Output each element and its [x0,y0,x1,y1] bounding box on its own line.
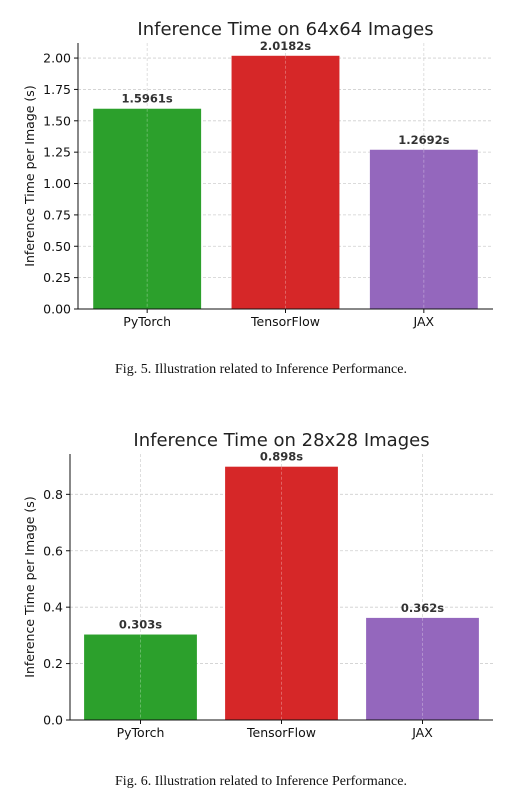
y-tick-label: 1.25 [43,145,71,160]
figure-caption: Fig. 6. Illustration related to Inferenc… [115,774,407,789]
data-label: 0.898s [260,450,303,464]
y-axis-label: Inference Time per Image (s) [22,85,37,266]
y-axis-label: Inference Time per Image (s) [22,496,37,677]
bar-pytorch [84,634,197,720]
y-tick-label: 0.00 [43,302,71,317]
x-tick-label: JAX [411,725,433,740]
data-label: 1.5961s [122,92,173,106]
y-tick-label: 0.0 [43,713,63,728]
figure-5: 1.5961s 2.0182s 1.2692s 0.00 0.25 0.50 0.75 1.0… [0,0,522,400]
y-tick-label: 0.25 [43,270,71,285]
x-tick-label: PyTorch [117,725,165,740]
y-tick-label: 0.4 [43,600,63,615]
y-tick-label: 0.2 [43,656,63,671]
bar-pytorch [93,108,202,309]
chart-title: Inference Time on 28x28 Images [133,430,429,451]
x-tick-label: TensorFlow [250,314,320,329]
chart-inference-64x64: 1.5961s 2.0182s 1.2692s 0.00 0.25 0.50 0.75 1.0… [22,19,493,329]
x-tick-label: PyTorch [123,314,171,329]
y-tick-label: 1.75 [43,82,71,97]
x-tick-label: TensorFlow [246,725,316,740]
y-tick-label: 1.50 [43,113,71,128]
data-label: 0.362s [401,601,444,615]
y-tick-label: 0.50 [43,239,71,254]
chart-inference-28x28: 0.303s 0.898s 0.362s 0.0 0.2 0.4 0.6 0.8 PyTorch… [22,430,493,740]
y-tick-label: 0.8 [43,487,63,502]
y-tick-label: 2.00 [43,51,71,66]
figure-6: 0.303s 0.898s 0.362s 0.0 0.2 0.4 0.6 0.8 PyTorch… [0,408,522,806]
figure-caption: Fig. 5. Illustration related to Inferenc… [115,362,407,377]
y-tick-label: 1.00 [43,176,71,191]
bar-tensorflow [225,466,338,720]
chart-title: Inference Time on 64x64 Images [137,19,433,40]
y-tick-label: 0.6 [43,543,63,558]
bar-jax [366,617,479,720]
y-tick-label: 0.75 [43,207,71,222]
bar-jax [369,149,478,309]
data-label: 2.0182s [260,39,311,53]
data-label: 1.2692s [398,133,449,147]
x-tick-label: JAX [413,314,435,329]
data-label: 0.303s [119,618,162,632]
bar-tensorflow [231,55,340,310]
